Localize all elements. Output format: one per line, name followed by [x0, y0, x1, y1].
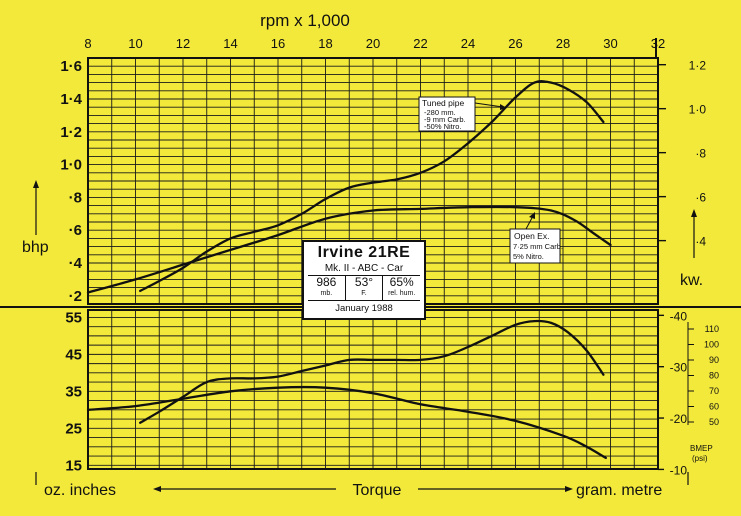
bmep-tick-label: 110: [705, 324, 719, 334]
kw-tick-label: 1·2: [689, 59, 707, 73]
torque-tick-label: 35: [65, 383, 82, 400]
rpm-tick-label: 32: [651, 36, 665, 51]
torque-tick-label: 55: [65, 309, 82, 326]
bhp-tick-label: ·2: [69, 288, 82, 305]
bhp-tick-label: ·4: [69, 255, 83, 272]
rpm-tick-label: 24: [461, 36, 475, 51]
tuned-pipe-annotation: Tuned pipe -280 mm. -9 mm Carb. -50% Nit…: [418, 96, 507, 132]
torque-tuned-pipe-curve: [139, 319, 605, 424]
bhp-tick-label: ·8: [69, 189, 82, 206]
svg-text:-280 mm.: -280 mm.: [424, 108, 456, 117]
kw-tick-label: ·4: [695, 235, 706, 249]
engine-title: Irvine 21RE: [317, 244, 411, 261]
gm-tick-label: -10: [670, 463, 688, 477]
temperature-cell: 53° F.: [346, 276, 384, 300]
torque-tick-label: 45: [65, 346, 82, 363]
rpm-tick-label: 20: [366, 36, 380, 51]
kw-tick-label: ·6: [695, 191, 706, 205]
gram-metre-label: gram. metre: [576, 482, 662, 499]
open-ex-annotation: Open Ex. 7·25 mm Carb. 5% Nitro.: [509, 212, 563, 264]
bhp-tick-label: 1·6: [60, 58, 82, 75]
power-open-ex-curve: [86, 205, 612, 294]
bhp-tick-label: 1·2: [60, 124, 82, 141]
svg-text:bhp: bhp: [22, 239, 49, 256]
rpm-tick-label: 28: [556, 36, 570, 51]
svg-text:-50% Nitro.: -50% Nitro.: [424, 122, 462, 131]
gm-tick-label: -20: [670, 412, 688, 426]
kw-axis-title: kw.: [680, 209, 703, 289]
rpm-tick-label: 14: [223, 36, 237, 51]
svg-text:Tuned pipe: Tuned pipe: [422, 98, 464, 108]
rpm-tick-label: 12: [176, 36, 190, 51]
oz-inches-label: oz. inches: [44, 482, 116, 499]
tick-labels: 8 10 12 14 16 18 20 22 24 26 28 30 32 ·2 ·4 ·6 ·8 1·0 1·2 1…: [60, 36, 719, 477]
kw-tick-label: 1·0: [689, 103, 707, 117]
torque-open-ex-curve: [86, 385, 607, 460]
rpm-tick-label: 8: [84, 36, 91, 51]
rpm-tick-label: 30: [603, 36, 617, 51]
bhp-tick-label: ·6: [69, 222, 82, 239]
bmep-tick-label: 70: [709, 386, 719, 396]
bhp-axis-title: bhp: [22, 180, 49, 256]
svg-text:5% Nitro.: 5% Nitro.: [513, 252, 544, 261]
bmep-tick-label: 100: [704, 340, 719, 350]
svg-text:-9 mm Carb.: -9 mm Carb.: [424, 115, 466, 124]
bhp-tick-label: 1·0: [60, 157, 82, 174]
rpm-axis-label: rpm x 1,000: [260, 11, 350, 30]
curves: [86, 80, 612, 460]
gm-tick-label: -40: [670, 309, 688, 323]
bmep-tick-label: 80: [709, 371, 719, 381]
bmep-unit: (psi): [692, 454, 708, 463]
engine-subtitle: Mk. II - ABC - Car: [308, 262, 420, 276]
pressure-cell: 986 mb.: [308, 276, 346, 300]
rpm-tick-label: 18: [318, 36, 332, 51]
gm-tick-label: -30: [670, 361, 688, 375]
conditions-row: 986 mb. 53° F. 65% rel. hum.: [308, 276, 420, 301]
humidity-cell: 65% rel. hum.: [388, 275, 416, 297]
rpm-tick-label: 22: [413, 36, 427, 51]
kw-tick-label: ·8: [695, 147, 706, 161]
torque-tick-label: 15: [65, 457, 82, 474]
bhp-tick-label: 1·4: [60, 91, 82, 108]
bmep-tick-label: 50: [709, 417, 719, 427]
bmep-tick-label: 90: [709, 355, 719, 365]
torque-label: Torque: [353, 482, 402, 499]
svg-text:kw.: kw.: [680, 272, 703, 289]
rpm-tick-label: 26: [508, 36, 522, 51]
rpm-tick-label: 16: [271, 36, 285, 51]
test-date: January 1988: [335, 303, 393, 314]
torque-axis-title: oz. inches Torque gram. metre: [35, 472, 689, 499]
power-tuned-pipe-curve: [139, 80, 605, 293]
svg-text:7·25 mm Carb.: 7·25 mm Carb.: [513, 242, 563, 251]
bmep-tick-label: 60: [709, 402, 719, 412]
svg-text:Open Ex.: Open Ex.: [514, 231, 549, 241]
torque-tick-label: 25: [65, 420, 82, 437]
bmep-label: BMEP: [690, 444, 713, 453]
rpm-tick-label: 10: [128, 36, 142, 51]
engine-info-box: Irvine 21RE Mk. II - ABC - Car 986 mb. 53…: [302, 240, 426, 320]
